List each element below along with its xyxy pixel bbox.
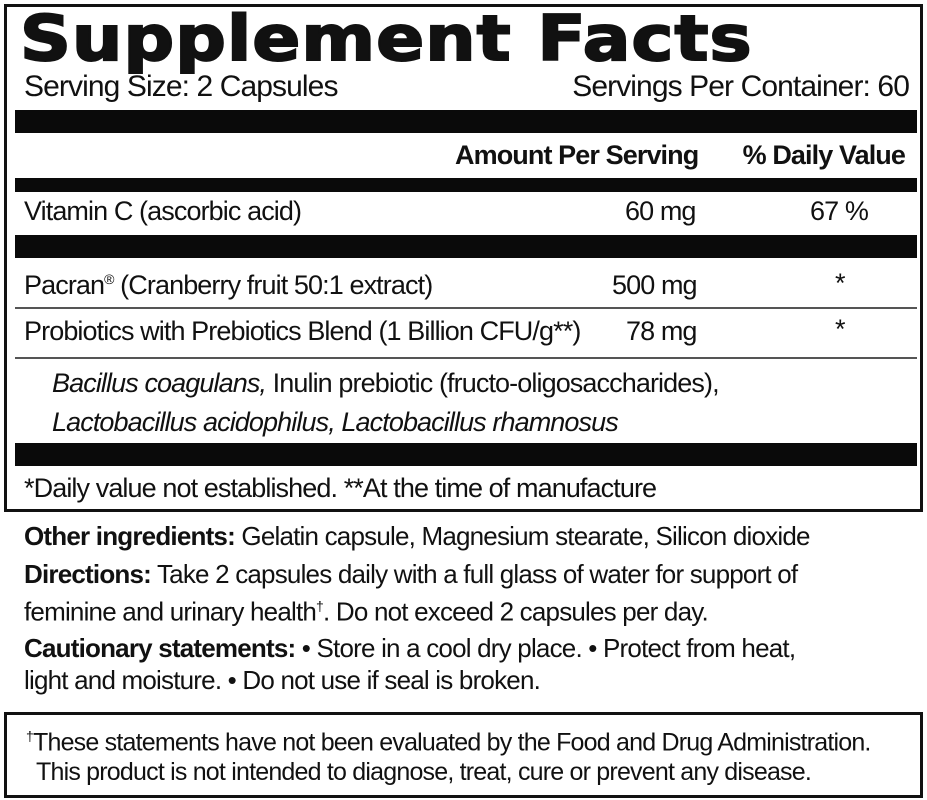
header-amount: Amount Per Serving — [455, 140, 699, 170]
disclaimer-line2: This product is not intended to diagnose… — [36, 758, 812, 786]
directions: Directions: Take 2 capsules daily with a… — [24, 559, 798, 627]
ingredient-name: Pacran® (Cranberry fruit 50:1 extract) — [24, 270, 433, 300]
serving-size: Serving Size: 2 Capsules — [24, 70, 338, 103]
disclaimer-line1: †These statements have not been evaluate… — [26, 728, 871, 757]
panel-title: Supplement Facts — [19, 1, 753, 76]
ingredient-dv: 67 % — [810, 196, 869, 226]
ingredient-amount: 60 mg — [625, 196, 696, 226]
row-divider — [15, 357, 917, 359]
divider-bar — [15, 110, 917, 133]
cautionary-statements: Cautionary statements: • Store in a cool… — [24, 633, 796, 695]
servings-per-container: Servings Per Container: 60 — [572, 70, 910, 103]
ingredient-dv: * — [835, 268, 845, 298]
blend-ingredients-line2: Lactobacillus acidophilus, Lactobacillus… — [52, 407, 619, 437]
header-daily-value: % Daily Value — [742, 140, 906, 170]
ingredient-name: Vitamin C (ascorbic acid) — [24, 196, 302, 226]
ingredient-amount: 500 mg — [612, 270, 698, 300]
divider-bar — [15, 443, 917, 466]
divider-bar — [15, 178, 917, 192]
footnote: *Daily value not established. **At the t… — [24, 473, 657, 503]
ingredient-name: Probiotics with Prebiotics Blend (1 Bill… — [24, 316, 581, 346]
ingredient-dv: * — [835, 314, 845, 344]
disclaimer-box — [4, 712, 923, 798]
row-divider — [15, 307, 917, 309]
other-ingredients: Other ingredients: Gelatin capsule, Magn… — [24, 521, 810, 551]
blend-ingredients-line1: Bacillus coagulans, Inulin prebiotic (fr… — [52, 368, 720, 398]
supplement-facts-panel — [4, 4, 923, 512]
divider-bar — [15, 235, 917, 258]
ingredient-amount: 78 mg — [626, 316, 697, 346]
